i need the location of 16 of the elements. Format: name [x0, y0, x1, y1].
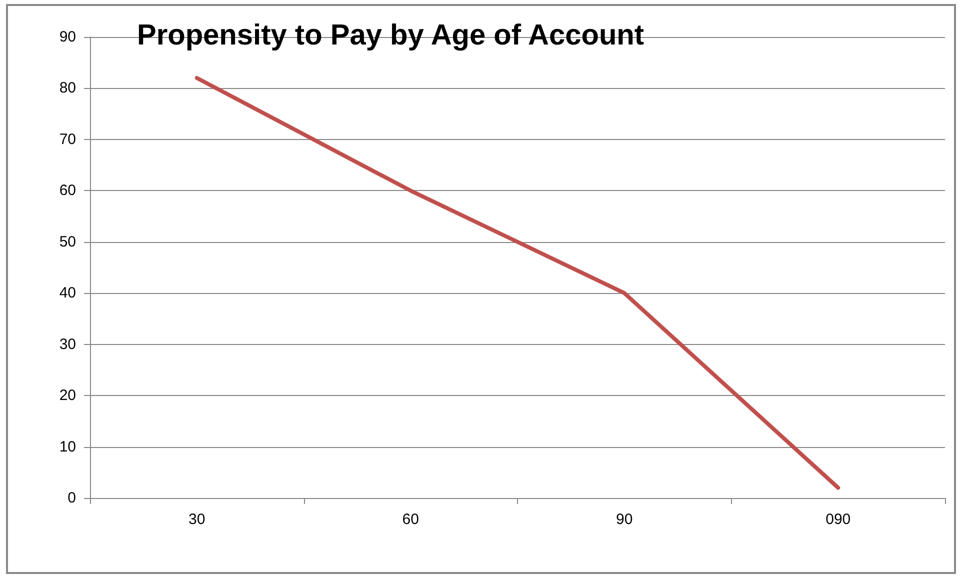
chart-title: Propensity to Pay by Age of Account: [137, 20, 644, 52]
x-tick-label: 30: [188, 511, 206, 528]
y-tick-label: 10: [59, 438, 76, 456]
y-tick-label: 70: [59, 130, 76, 148]
x-tick-label: 90: [616, 511, 633, 528]
x-tick-label: 60: [402, 511, 419, 528]
line-series: [194, 76, 840, 490]
y-tick-label: 0: [68, 490, 76, 506]
y-tick-label: 20: [59, 387, 76, 404]
y-tick-label: 80: [59, 80, 76, 97]
y-tick-label: 60: [59, 182, 76, 200]
x-tick-label: 090: [826, 511, 851, 528]
y-tick-label: 30: [59, 336, 76, 353]
y-tick-label: 40: [59, 284, 76, 302]
y-tick-label: 90: [59, 28, 76, 46]
y-tick-label: 50: [59, 233, 76, 250]
